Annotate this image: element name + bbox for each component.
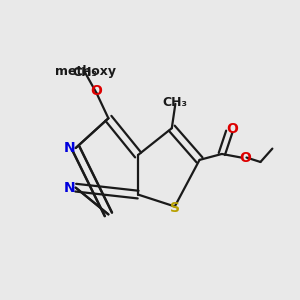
Text: CH₃: CH₃ [163,96,188,109]
Text: CH₃: CH₃ [73,66,98,79]
Text: methoxy: methoxy [55,65,116,78]
Text: O: O [91,84,102,98]
Text: S: S [170,201,180,215]
Text: N: N [63,141,75,155]
Text: O: O [226,122,238,136]
Text: N: N [63,181,75,195]
Text: O: O [239,151,251,164]
